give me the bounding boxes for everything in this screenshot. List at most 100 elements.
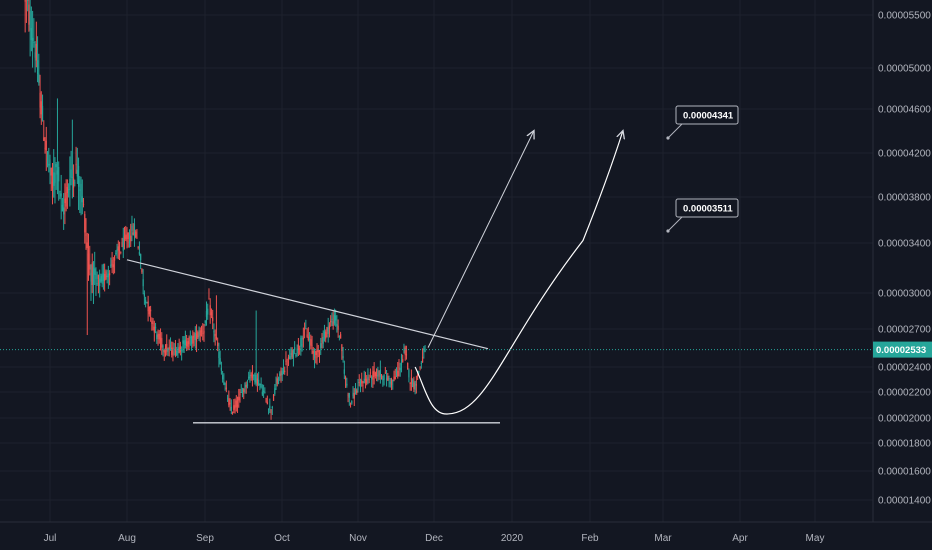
time-tick-label: Aug [118, 533, 136, 544]
candle-body [269, 405, 271, 409]
candle-body [392, 380, 394, 382]
time-axis-panel[interactable] [0, 522, 932, 550]
candle-body [282, 367, 285, 373]
candle-body [354, 389, 357, 395]
candle-body [394, 376, 396, 380]
candle-body [296, 348, 298, 354]
candle-body [256, 378, 259, 385]
projection-arrow[interactable] [427, 130, 534, 348]
candle-body [378, 370, 380, 376]
candle-body [207, 308, 209, 315]
time-tick-label: Nov [349, 533, 367, 544]
callout-box [675, 105, 739, 125]
current-price-tag: 0.00002533 [873, 341, 932, 358]
price-callouts[interactable]: 0.00004341 0.00003511 [666, 105, 739, 233]
candle-body [270, 409, 272, 414]
price-callout[interactable]: 0.00003511 [666, 198, 739, 233]
grid [0, 0, 873, 522]
candle-body [357, 387, 359, 390]
candle-body [267, 408, 270, 410]
candle-body [68, 189, 70, 190]
candle-body [225, 387, 227, 390]
candle-body [41, 105, 44, 122]
candle-body [190, 336, 193, 344]
candle-body [30, 28, 32, 41]
candle-body [372, 371, 374, 380]
candle-body [84, 214, 86, 233]
candle-body [135, 231, 137, 238]
candle-body [348, 393, 350, 398]
candle-body [149, 309, 152, 312]
candle-body [208, 298, 210, 300]
candle-body [219, 358, 221, 365]
time-tick-label: Jul [44, 533, 57, 544]
candle-body [161, 338, 163, 348]
candle-body [49, 159, 51, 172]
candle-body [33, 42, 35, 43]
candle-body [80, 183, 82, 197]
candle-body [38, 73, 40, 83]
candle-body [259, 383, 261, 385]
candle-body [246, 384, 249, 387]
current-price-label: 0.00002533 [876, 345, 926, 356]
candle-body [137, 247, 139, 248]
candle-body [212, 317, 214, 322]
candle-body [109, 273, 111, 276]
candle-body [385, 378, 388, 381]
candle-body [199, 330, 201, 336]
candle-body [90, 272, 92, 282]
candle-body [147, 301, 149, 312]
candle-body [104, 273, 106, 281]
candle-body [234, 404, 236, 409]
candle-body [361, 379, 363, 384]
cup-projection-curve[interactable] [414, 130, 623, 415]
candle-body [223, 381, 225, 385]
price-tick-label: 0.00003400 [878, 239, 931, 250]
time-axis[interactable]: Jul Aug Sep Oct Nov Dec 2020 Feb Mar Apr May [44, 533, 825, 544]
candle-body [320, 343, 322, 349]
candle-body [32, 37, 34, 41]
candle-body [100, 276, 102, 282]
candle-body [202, 332, 204, 334]
candle-body [248, 376, 250, 379]
candle-body [364, 379, 367, 381]
candle-body [347, 394, 349, 396]
candle-body [48, 163, 50, 166]
candle-body [198, 335, 200, 338]
candle-body [35, 43, 37, 61]
candle-body [333, 314, 336, 324]
candle-body [285, 360, 287, 363]
candle-body [322, 337, 324, 344]
candle-body [55, 164, 57, 168]
candle-body [417, 374, 419, 376]
candle-body [294, 347, 296, 351]
price-axis[interactable]: 0.00005500 0.00005000 0.00004600 0.00004200… [878, 11, 931, 507]
candle-body [291, 350, 293, 358]
drawings[interactable] [126, 130, 623, 424]
candle-body [27, 0, 29, 2]
candle-body [253, 375, 255, 377]
candle-body [236, 404, 239, 407]
candle-body [64, 198, 66, 204]
candle-body [91, 262, 93, 285]
candle-body [158, 333, 160, 340]
descending-trendline[interactable] [126, 259, 489, 350]
candle-body [358, 382, 360, 383]
price-callout[interactable]: 0.00004341 [666, 105, 739, 140]
candle-body [342, 356, 344, 359]
price-axis-panel[interactable] [873, 0, 932, 522]
candle-body [403, 350, 405, 352]
candle-body [290, 352, 292, 356]
candle-body [400, 360, 403, 366]
callout-anchor [666, 229, 670, 233]
candle-body [128, 242, 131, 243]
candle-body [53, 172, 55, 186]
candle-body [77, 165, 80, 187]
candle-body [197, 332, 199, 338]
candle-body [226, 397, 229, 399]
candle-body [313, 350, 316, 359]
candle-body [315, 351, 317, 355]
candles[interactable] [24, 0, 426, 420]
